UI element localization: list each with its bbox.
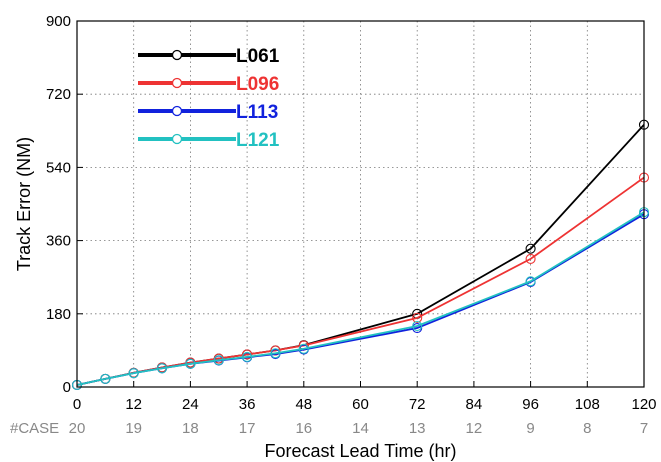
case-count-label: 12 <box>466 420 483 437</box>
y-tick-label: 720 <box>46 86 71 103</box>
x-axis-title: Forecast Lead Time (hr) <box>264 441 456 461</box>
case-count-label: 9 <box>526 420 534 437</box>
axes: 0 12 24 36 48 60 72 84 96 108 1200180360540720900#… <box>10 13 657 437</box>
y-tick-label: 900 <box>46 13 71 30</box>
case-row-label: #CASE <box>10 420 59 437</box>
case-count-label: 14 <box>352 420 369 437</box>
legend-label: L096 <box>236 74 279 95</box>
x-tick-label: 24 <box>182 396 199 413</box>
x-tick-label: 72 <box>409 396 426 413</box>
case-count-label: 17 <box>239 420 256 437</box>
case-count-label: 20 <box>69 420 86 437</box>
x-tick-label: 108 <box>575 396 600 413</box>
x-tick-label: 120 <box>631 396 656 413</box>
series-l121 <box>73 208 649 390</box>
case-count-label: 19 <box>125 420 142 437</box>
x-tick-label: 96 <box>522 396 539 413</box>
y-tick-label: 360 <box>46 233 71 250</box>
legend-item-l113: L113 <box>138 102 278 123</box>
legend-swatch-marker <box>173 107 182 116</box>
y-tick-label: 0 <box>63 379 71 396</box>
y-tick-label: 540 <box>46 159 71 176</box>
y-axis-title: Track Error (NM) <box>14 137 34 271</box>
x-tick-label: 84 <box>466 396 483 413</box>
legend-swatch-marker <box>173 51 182 60</box>
case-count-label: 8 <box>583 420 591 437</box>
series-line <box>77 178 644 385</box>
y-tick-label: 180 <box>46 306 71 323</box>
case-count-label: 13 <box>409 420 426 437</box>
case-count-label: 7 <box>640 420 648 437</box>
x-tick-label: 0 <box>73 396 81 413</box>
legend-label: L061 <box>236 46 280 67</box>
legend-item-l121: L121 <box>138 130 280 151</box>
case-count-label: 16 <box>295 420 312 437</box>
x-tick-label: 48 <box>295 396 312 413</box>
x-tick-label: 36 <box>239 396 256 413</box>
legend-label: L113 <box>236 102 278 123</box>
x-tick-label: 12 <box>125 396 142 413</box>
legend-swatch-marker <box>173 135 182 144</box>
legend-swatch-marker <box>173 79 182 88</box>
x-tick-label: 60 <box>352 396 369 413</box>
legend: L061 L096 L113 L121 <box>138 46 280 151</box>
case-count-label: 18 <box>182 420 199 437</box>
legend-item-l061: L061 <box>138 46 280 67</box>
legend-item-l096: L096 <box>138 74 279 95</box>
legend-label: L121 <box>236 130 280 151</box>
